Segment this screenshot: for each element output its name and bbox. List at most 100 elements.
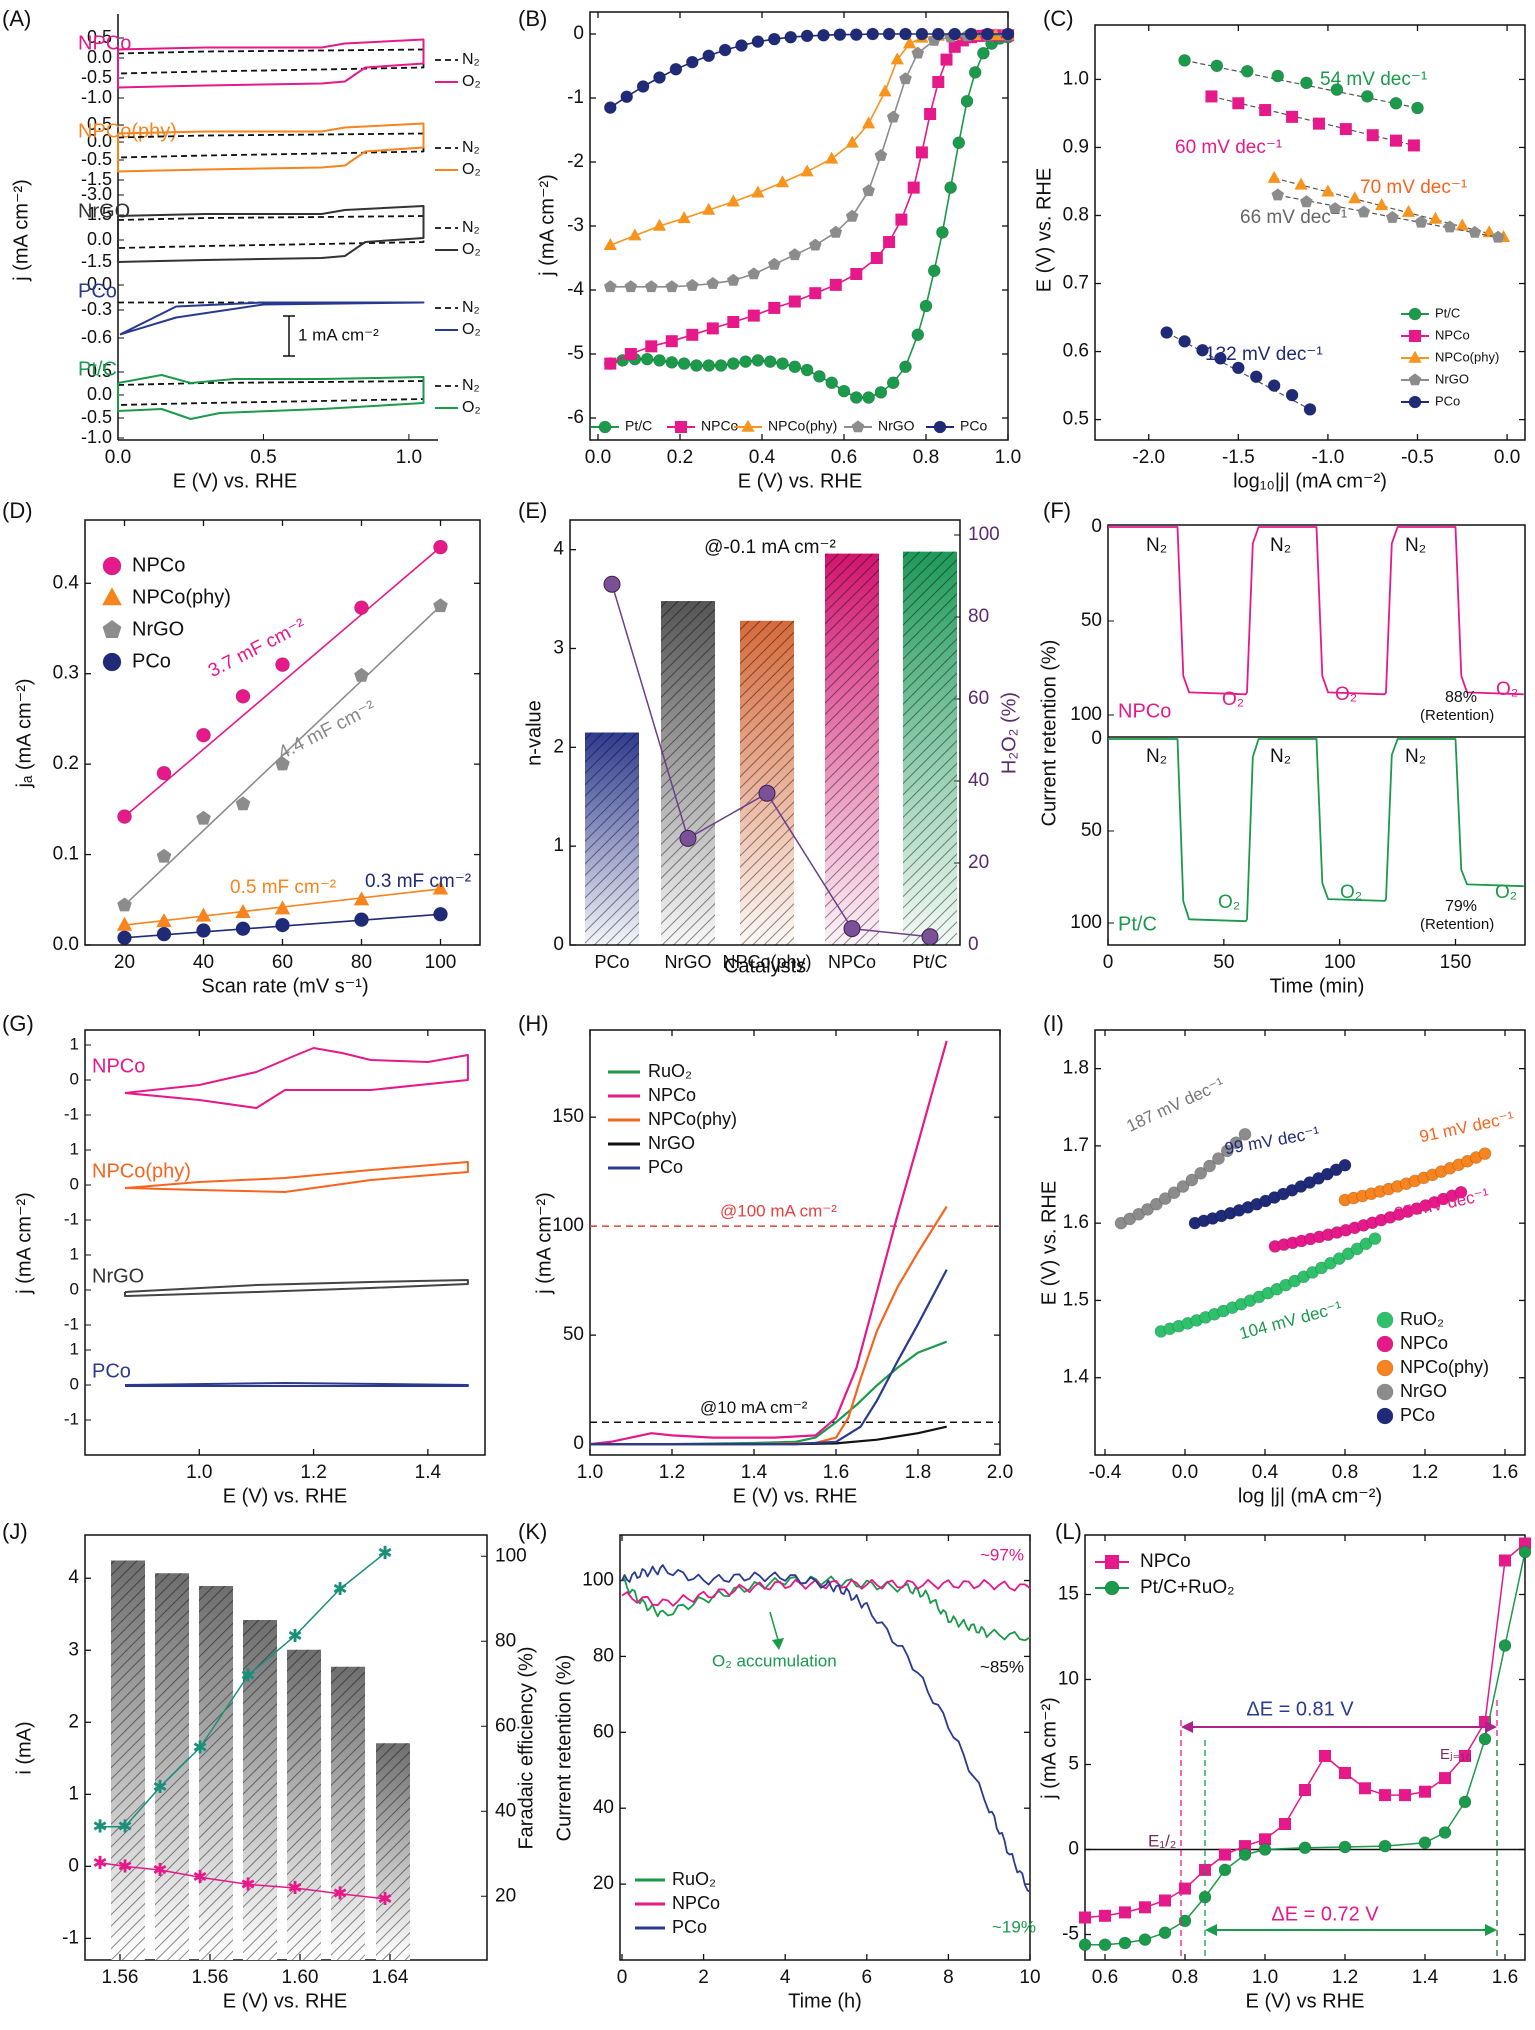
x-tick-label: 100 [425,952,457,973]
sample-label: NPCo(phy) [92,1160,191,1182]
data-point [1339,1767,1351,1779]
data-point [1258,1843,1272,1856]
y-tick-label: 0.3 [53,663,79,684]
series-line-pco [621,1564,1031,1893]
x-tick-label: 20 [114,952,135,973]
data-point [1259,104,1272,117]
legend-label: NPCo [1435,327,1470,342]
data-point [862,116,876,129]
panel-letter: (C) [1043,6,1074,31]
x-axis-title: Time (min) [1270,975,1365,997]
data-point [1519,1537,1531,1550]
legend-label: NrGO [1400,1381,1447,1401]
data-point: ✱ [92,1853,107,1873]
y-tick-label: 60 [593,1721,614,1742]
plot-frame [84,1534,488,1961]
ref-label: @100 mA cm⁻² [720,1202,837,1221]
series-label: Pt/C [1118,913,1157,935]
data-point [862,391,875,404]
y-tick-label: -1 [62,1927,79,1948]
data-point [1366,129,1379,142]
x-tick-label: 2.0 [987,1462,1013,1483]
data-point [751,35,765,48]
data-point [751,354,765,367]
y-tick-label: -3.0 [81,184,112,204]
data-point [813,370,826,383]
y-tick-label: 100 [552,1215,584,1236]
y-tick-label: 100 [1070,912,1102,933]
data-point [817,28,830,42]
data-point [964,27,978,41]
bar-hatch [155,1573,189,1960]
x-axis-title: E (V) vs. RHE [733,1485,857,1507]
legend-label: N₂ [462,51,480,68]
x-axis-title: Scan rate (mV s⁻¹) [201,975,368,997]
retention-label: 88% [1445,689,1477,706]
data-point [1375,198,1389,211]
annot-arrow [769,1611,779,1641]
panel-letter: (G) [2,1011,34,1036]
x-tick-label: 1.0 [396,447,422,468]
legend-label: Pt/C [625,418,652,434]
y-tick-label: 1.4 [1063,1367,1090,1388]
x-tick-label: 1.0 [995,447,1021,468]
y-tick-label: -3 [567,215,584,236]
data-point [603,238,617,250]
data-point [837,384,851,398]
bar-hatch [585,732,639,945]
y-tick-label: -0.5 [81,407,112,427]
y-tick-label: 0 [68,1855,79,1876]
legend-marker [851,420,865,433]
bar-hatch [903,551,957,945]
legend-label: Pt/C+RuO₂ [1140,1577,1235,1598]
data-point [677,357,691,370]
data-point [751,185,765,198]
data-point [1328,202,1342,214]
x-tick-label: 1.2 [300,1462,326,1483]
data-point [1300,76,1313,90]
panel-letter: (B) [518,6,547,31]
data-point [1199,1863,1211,1876]
data-point: ✱ [240,1665,255,1685]
y-tick-label: 0.1 [53,844,79,865]
data-point [1419,1785,1431,1798]
retention-label: ~19% [992,1917,1036,1936]
n2-curve [117,380,425,406]
x-tick-label: 80 [351,952,372,973]
data-point [235,904,251,919]
y-axis-title: j (mA cm⁻²) [1038,1697,1060,1800]
data-point [665,335,678,348]
data-point [1196,343,1209,357]
data-point [1368,1232,1382,1245]
data-point [718,43,732,57]
x-tick-label: 10 [1019,1967,1040,1988]
y-axis-title: j (mA cm⁻²) [13,1192,35,1295]
y-tick-label: 1 [70,1339,79,1358]
bar-hatch [740,620,794,945]
y-tick-label-right: 20 [968,852,989,873]
panel-letter: (A) [2,6,31,31]
y-tick-label: 0 [1091,516,1102,537]
data-point [1178,335,1191,348]
data-point [603,575,621,593]
legend-label: RuO₂ [1400,1309,1444,1329]
data-point [679,829,697,847]
data-point [899,72,912,85]
data-point [1414,215,1428,228]
data-point [1271,69,1285,83]
x-tick-label: 100 [1324,952,1356,973]
x-tick-label: 1.8 [905,1462,931,1483]
y-tick-label-right: 80 [495,1630,516,1651]
data-point [665,280,679,293]
data-point [1359,1782,1371,1795]
y-axis-title: j (mA cm⁻²) [533,1192,555,1295]
data-point [1389,96,1403,110]
data-point [1321,184,1335,197]
legend-label: NPCo(phy) [1400,1357,1489,1377]
legend-label: NrGO [648,1133,695,1153]
y-axis-title: jₐ (mA cm⁻²) [13,678,35,788]
data-point [1159,1894,1171,1907]
data-point: ✱ [117,1817,132,1837]
data-point [433,598,448,613]
y-tick-label: -1 [64,1209,79,1228]
